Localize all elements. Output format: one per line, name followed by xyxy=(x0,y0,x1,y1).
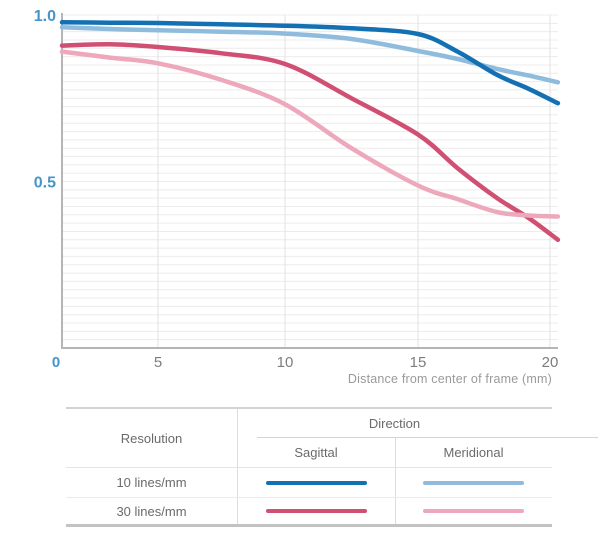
meridional-header: Meridional xyxy=(443,444,504,460)
mtf-chart: 1.0 0.5 0 5 10 15 20 xyxy=(34,8,561,371)
series-3-curve xyxy=(59,49,561,219)
legend-row-label-10: 10 lines/mm xyxy=(116,475,187,490)
x-tick-label: 5 xyxy=(154,354,162,371)
x-tick-label: 20 xyxy=(542,354,559,371)
legend-swatch-cell xyxy=(237,498,395,524)
resolution-header: Resolution xyxy=(120,430,183,446)
legend-swatch-cell xyxy=(237,468,395,497)
legend-table: Resolution Direction Sagittal Meridional… xyxy=(66,407,598,527)
direction-header: Direction xyxy=(368,415,421,431)
y-tick-label: 0.5 xyxy=(34,175,56,192)
legend-column-divider xyxy=(237,409,238,524)
swatch-30-sagittal xyxy=(265,509,367,513)
x-axis-caption: Distance from center of frame (mm) xyxy=(347,372,552,386)
legend-row-divider xyxy=(66,497,552,498)
series-0-curve xyxy=(59,20,561,106)
x-tick-label: 0 xyxy=(52,354,60,371)
legend-swatch-cell xyxy=(395,498,552,524)
series-1-curve xyxy=(59,25,561,85)
swatch-10-sagittal xyxy=(265,480,367,485)
legend-swatch-cell xyxy=(395,468,552,497)
legend-header-divider xyxy=(66,467,552,468)
y-tick-label: 1.0 xyxy=(34,8,56,25)
series-2-curve xyxy=(59,42,561,243)
direction-underline xyxy=(257,437,598,438)
legend-direction-divider xyxy=(395,437,396,524)
swatch-30-meridional xyxy=(423,509,524,513)
sagittal-header: Sagittal xyxy=(294,444,338,460)
legend-row-label-30: 30 lines/mm xyxy=(116,503,187,519)
x-tick-label: 10 xyxy=(277,354,294,371)
chart-area: 1.0 0.5 0 5 10 15 20 Distance from center of f… xyxy=(34,8,561,386)
x-tick-label: 15 xyxy=(410,354,427,371)
swatch-10-meridional xyxy=(423,480,524,485)
